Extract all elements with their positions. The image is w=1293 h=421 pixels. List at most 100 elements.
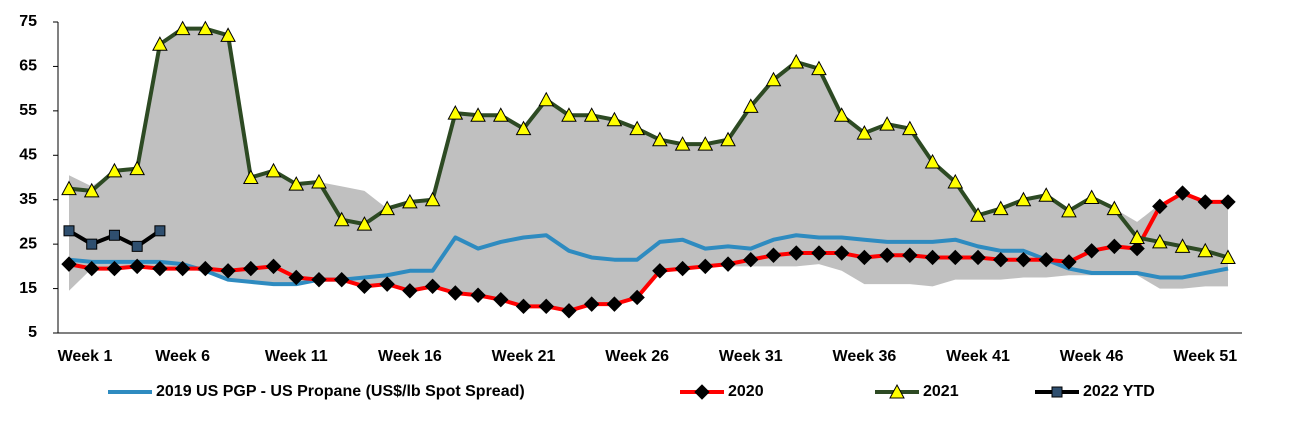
point: [129, 160, 146, 176]
x-tick-label: Week 16: [378, 348, 442, 365]
point: [879, 116, 895, 131]
point: [902, 247, 918, 263]
x-tick-label: Week 6: [155, 348, 210, 365]
y-tick-label: 15: [19, 280, 37, 297]
point: [1083, 243, 1100, 259]
point: [924, 249, 941, 266]
point: [1061, 202, 1077, 218]
x-tick-label: Week 11: [265, 348, 328, 365]
legend-item: 2022 YTD: [1035, 383, 1155, 400]
point: [833, 245, 850, 261]
point: [1015, 251, 1032, 268]
point: [86, 238, 98, 250]
point: [288, 269, 304, 286]
point: [742, 98, 759, 113]
x-tick-label: Week 51: [1173, 348, 1237, 365]
point: [538, 298, 554, 315]
point: [993, 251, 1009, 268]
y-tick-label: 5: [28, 324, 37, 341]
point: [1038, 187, 1055, 202]
point: [61, 180, 77, 196]
point: [106, 260, 123, 277]
point: [743, 251, 759, 268]
point: [152, 260, 168, 277]
point: [992, 200, 1009, 216]
point: [83, 182, 100, 198]
point: [1129, 240, 1145, 257]
legend-item: 2019 US PGP - US Propane (US$/lb Spot Sp…: [108, 383, 525, 400]
point: [583, 296, 600, 312]
point: [652, 131, 668, 147]
x-tick-label: Week 21: [492, 348, 556, 365]
point: [424, 191, 441, 207]
point: [333, 271, 350, 288]
point: [811, 245, 827, 261]
point: [61, 256, 77, 272]
point: [174, 20, 191, 36]
legend-label: 2021: [923, 383, 959, 400]
point: [561, 107, 577, 122]
point: [379, 276, 395, 292]
point: [356, 216, 373, 231]
point: [1038, 251, 1054, 268]
y-tick-label: 25: [19, 235, 37, 252]
point: [515, 120, 532, 136]
point: [220, 263, 236, 279]
legend-label: 2020: [728, 383, 764, 400]
point: [970, 249, 986, 266]
legend-item: 2021: [875, 383, 959, 400]
point: [833, 107, 850, 122]
point: [311, 173, 327, 189]
series-line: [68, 191, 1228, 313]
point: [493, 291, 509, 308]
x-tick-label: Week 26: [605, 348, 669, 365]
point: [63, 225, 75, 237]
point: [1151, 233, 1168, 249]
point: [492, 107, 509, 122]
point: [1015, 191, 1032, 207]
point: [970, 207, 986, 222]
point: [154, 225, 166, 237]
point: [765, 71, 782, 87]
legend-label: 2022 YTD: [1083, 383, 1155, 400]
point: [1083, 189, 1100, 204]
legend-marker: [889, 383, 905, 399]
point: [220, 27, 236, 42]
point: [174, 260, 191, 277]
point: [629, 289, 645, 306]
point: [856, 249, 873, 266]
point: [674, 136, 691, 151]
legend-marker: [1051, 386, 1063, 398]
series-line: [68, 26, 1229, 260]
point: [811, 60, 827, 76]
point: [1129, 229, 1145, 244]
point: [652, 263, 668, 279]
x-tick-label: Week 46: [1060, 348, 1124, 365]
point: [129, 258, 145, 275]
y-tick-label: 45: [19, 147, 37, 164]
point: [1152, 198, 1168, 215]
point: [788, 53, 805, 69]
point: [1197, 242, 1214, 258]
point: [538, 91, 555, 107]
x-tick-label: Week 36: [833, 348, 897, 365]
point: [924, 153, 941, 169]
point: [902, 120, 918, 136]
series-line: [68, 233, 1229, 287]
point: [265, 162, 282, 178]
legend-marker: [694, 384, 710, 400]
point: [1174, 185, 1191, 201]
point: [379, 200, 395, 216]
point: [470, 107, 486, 122]
point: [1061, 254, 1077, 270]
legend-label: 2019 US PGP - US Propane (US$/lb Spot Sp…: [156, 383, 525, 400]
point: [1174, 238, 1191, 253]
y-tick-label: 75: [19, 13, 37, 30]
point: [947, 173, 964, 189]
point: [697, 258, 714, 275]
point: [788, 245, 804, 261]
point: [583, 107, 600, 122]
point: [1106, 200, 1123, 216]
point: [470, 287, 486, 303]
point: [856, 125, 873, 140]
